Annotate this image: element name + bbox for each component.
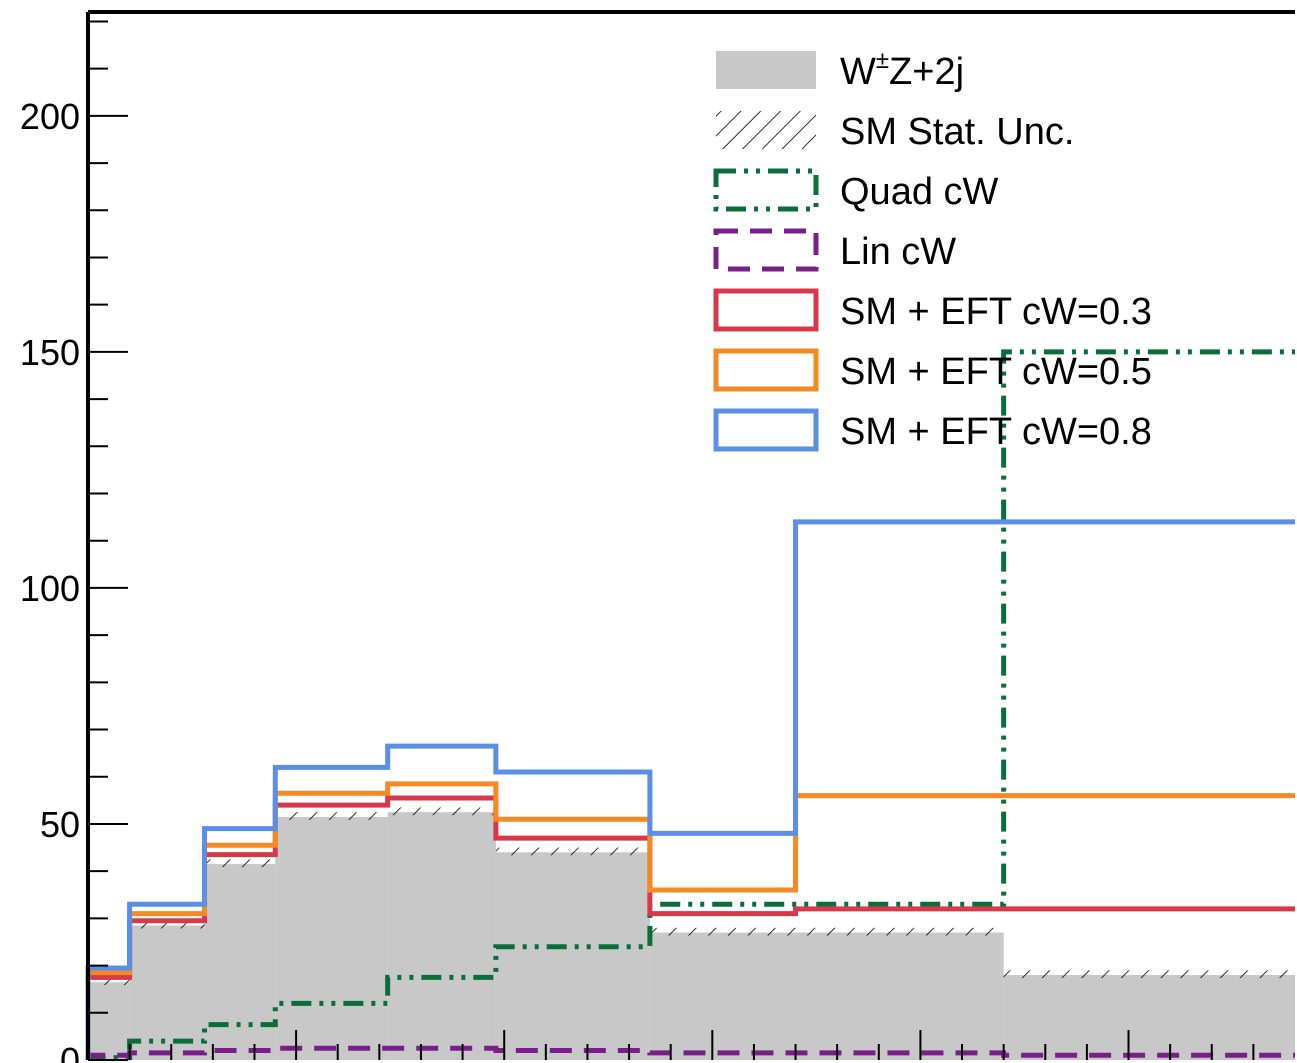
unc-band-6 — [650, 928, 796, 936]
legend: W±Z+2j SM Stat. Unc. Quad cW Lin cW SM + EFT… — [716, 47, 1152, 453]
unc-band-4 — [388, 807, 496, 815]
bar-w-z-2j-2 — [205, 864, 276, 1060]
bar-w-z-2j-5 — [496, 852, 650, 1060]
unc-band-3 — [275, 812, 387, 820]
legend-entry-sm-stat-unc: SM Stat. Unc. — [716, 111, 1074, 153]
y-tick-label: 150 — [20, 332, 80, 373]
unc-band-5 — [496, 848, 650, 856]
bar-w-z-2j-7 — [796, 933, 1004, 1060]
legend-entry-sm-eft-cw-0-8: SM + EFT cW=0.8 — [716, 411, 1152, 453]
legend-label: Lin cW — [840, 231, 956, 273]
unc-band-2 — [205, 859, 276, 867]
legend-swatch — [716, 51, 816, 89]
legend-swatch — [716, 411, 816, 449]
legend-label: SM Stat. Unc. — [840, 111, 1074, 153]
bar-w-z-2j-4 — [388, 812, 496, 1060]
legend-label: SM + EFT cW=0.8 — [840, 411, 1152, 453]
y-tick-label: 50 — [40, 804, 80, 845]
y-tick-label: 0 — [60, 1040, 80, 1063]
bar-w-z-2j-6 — [650, 933, 796, 1060]
unc-band-7 — [796, 928, 1004, 936]
y-tick-label: 100 — [20, 568, 80, 609]
legend-label: SM + EFT cW=0.5 — [840, 351, 1152, 393]
bar-w-z-2j-3 — [275, 817, 387, 1060]
legend-label: SM + EFT cW=0.3 — [840, 291, 1152, 333]
bar-w-z-2j-0 — [88, 982, 130, 1060]
legend-entry-sm-eft-cw-0-5: SM + EFT cW=0.5 — [716, 351, 1152, 393]
legend-entry-quad-cw: Quad cW — [716, 171, 999, 213]
unc-band-8 — [1004, 970, 1295, 978]
legend-label: Quad cW — [840, 171, 999, 213]
legend-label: W±Z+2j — [840, 47, 964, 93]
legend-swatch — [716, 231, 816, 269]
legend-swatch — [716, 111, 816, 149]
legend-swatch — [716, 171, 816, 209]
y-tick-label: 200 — [20, 96, 80, 137]
legend-swatch — [716, 291, 816, 329]
legend-entry-sm-eft-cw-0-3: SM + EFT cW=0.3 — [716, 291, 1152, 333]
legend-entry-lin-cw: Lin cW — [716, 231, 956, 273]
bar-w-z-2j-8 — [1004, 975, 1295, 1060]
legend-entry-w-z-2j: W±Z+2j — [716, 47, 964, 93]
legend-swatch — [716, 351, 816, 389]
